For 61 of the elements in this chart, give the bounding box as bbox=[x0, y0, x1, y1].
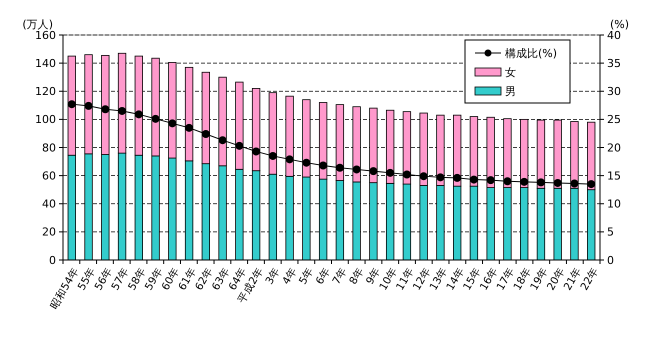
y-axis-title: (万人) bbox=[22, 18, 53, 31]
y2-tick-label: 25 bbox=[607, 113, 621, 126]
point bbox=[536, 178, 545, 186]
point bbox=[554, 178, 562, 187]
point bbox=[503, 177, 512, 186]
y-tick-label: 140 bbox=[35, 56, 56, 70]
x-tick-label: 7年 bbox=[330, 265, 350, 287]
point bbox=[402, 170, 411, 178]
y2-tick-label: 30 bbox=[607, 85, 621, 98]
point bbox=[168, 119, 176, 128]
point bbox=[118, 106, 126, 115]
point bbox=[587, 180, 596, 188]
legend-label: 女 bbox=[505, 66, 516, 79]
y2-tick-label: 10 bbox=[607, 198, 621, 211]
point bbox=[134, 110, 143, 118]
point bbox=[570, 180, 578, 188]
point bbox=[302, 158, 310, 167]
y-tick-label: 40 bbox=[42, 198, 56, 211]
y-tick-label: 160 bbox=[35, 28, 56, 42]
y-tick-label: 60 bbox=[42, 169, 56, 182]
point bbox=[420, 172, 428, 180]
point bbox=[68, 100, 76, 108]
point bbox=[486, 176, 495, 184]
point bbox=[436, 173, 444, 182]
y-tick-label: 0 bbox=[49, 254, 56, 267]
point bbox=[336, 164, 344, 172]
y-tick-label: 120 bbox=[35, 85, 56, 98]
point bbox=[268, 152, 277, 160]
y-tick-label: 80 bbox=[42, 141, 56, 154]
point bbox=[386, 168, 394, 177]
legend-label: 男 bbox=[505, 84, 516, 98]
y2-tick-label: 40 bbox=[607, 28, 621, 42]
point bbox=[369, 167, 378, 176]
point bbox=[84, 102, 93, 110]
x-tick-label: 8年 bbox=[347, 265, 366, 287]
x-tick-label: 5年 bbox=[296, 265, 316, 287]
y2-tick-label: 35 bbox=[607, 56, 621, 70]
x-tick-label: 3年 bbox=[263, 265, 283, 287]
point bbox=[453, 174, 462, 182]
point bbox=[319, 162, 328, 170]
y2-tick-label: 0 bbox=[607, 254, 614, 267]
point bbox=[286, 155, 294, 164]
point bbox=[470, 176, 478, 184]
point bbox=[235, 142, 244, 150]
point bbox=[252, 147, 260, 156]
point bbox=[185, 124, 194, 132]
point bbox=[520, 178, 528, 186]
y2-axis-title: (%) bbox=[610, 18, 630, 31]
point bbox=[101, 105, 110, 114]
point bbox=[218, 136, 227, 144]
legend-label: 構成比(%) bbox=[505, 46, 558, 60]
y-tick-label: 20 bbox=[42, 226, 56, 239]
y2-tick-label: 20 bbox=[607, 141, 621, 154]
y2-tick-label: 15 bbox=[607, 169, 621, 182]
point bbox=[352, 165, 361, 174]
y2-tick-label: 5 bbox=[607, 226, 614, 239]
point bbox=[152, 114, 160, 123]
x-tick-label: 6年 bbox=[314, 265, 333, 287]
x-tick-label: 4年 bbox=[280, 265, 300, 287]
point bbox=[202, 130, 210, 138]
y-tick-label: 100 bbox=[35, 113, 56, 126]
